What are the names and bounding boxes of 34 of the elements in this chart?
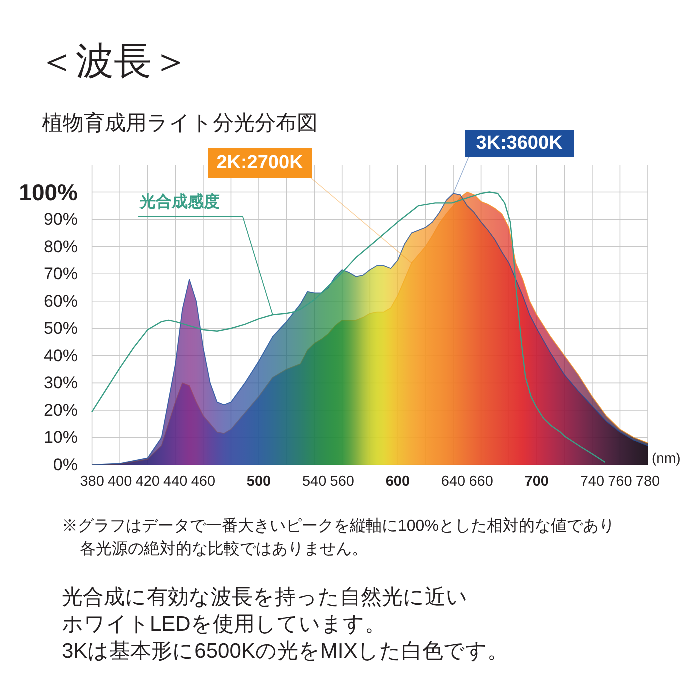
x-tick-label: 460 — [191, 474, 216, 490]
y-tick-label: 10% — [44, 428, 78, 448]
x-tick-label: 640 — [441, 474, 466, 490]
y-tick-label: 60% — [44, 292, 78, 311]
y-tick-label: 30% — [44, 374, 78, 393]
x-tick-label: 560 — [330, 474, 354, 490]
y-tick-label: 0% — [53, 456, 78, 474]
x-tick-label: 700 — [524, 474, 549, 490]
series-name: 2K:2700K — [216, 152, 304, 174]
x-tick-label: 760 — [608, 474, 632, 490]
y-tick-label: 70% — [44, 264, 78, 284]
series-name: 3K:3600K — [476, 133, 563, 154]
y-tick-label: 50% — [44, 319, 78, 338]
y-tick-label: 40% — [44, 346, 78, 366]
x-tick-label: 780 — [636, 474, 660, 490]
series-name: 光合成感度 — [140, 194, 220, 211]
x-axis-title: (nm) — [652, 450, 681, 466]
y-tick-label: 20% — [44, 400, 78, 420]
x-tick-label: 380 — [80, 474, 104, 490]
y-tick-label: 80% — [44, 237, 78, 256]
annotation: 光合成に有効な波長を持った自然光に近いホワイトLEDを使用しています。3Kは基本形に6500Kの光をMIXした白色です。 — [62, 586, 509, 663]
x-tick-label: 440 — [164, 474, 188, 490]
y-tick-label: 100% — [19, 179, 78, 206]
x-tick-label: 400 — [108, 474, 132, 490]
x-tick-label: 740 — [580, 474, 605, 490]
x-tick-label: 420 — [136, 474, 160, 490]
x-tick-label: 500 — [246, 474, 272, 490]
x-tick-label: 660 — [469, 474, 494, 490]
x-tick-label: 600 — [386, 474, 410, 490]
annotation: ※グラフはデータで一番大きいピークを縦軸に100%とした相対的な値であり各光源の絶対的な比較ではありません。 — [62, 518, 615, 558]
y-tick-label: 90% — [44, 210, 78, 230]
x-tick-label: 540 — [302, 474, 327, 490]
chart-title: ＜波長＞ — [38, 41, 190, 83]
chart-subtitle: 植物育成用ライト分光分布図 — [42, 112, 318, 135]
